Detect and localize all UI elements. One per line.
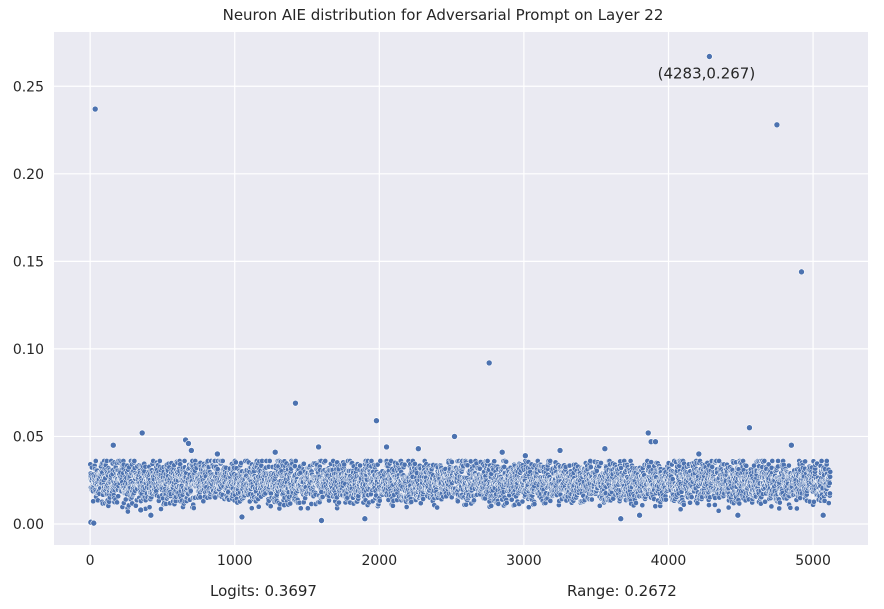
scatter-point xyxy=(769,458,776,464)
scatter-point xyxy=(377,458,384,464)
y-gridlines xyxy=(54,85,868,525)
scatter-point xyxy=(776,505,783,512)
scatter-point xyxy=(775,458,781,464)
scatter-point xyxy=(598,460,604,466)
scatter-point xyxy=(593,468,600,474)
scatter-point xyxy=(491,458,498,465)
scatter-point xyxy=(663,496,669,503)
scatter-point xyxy=(219,458,226,464)
scatter-point xyxy=(531,501,538,507)
scatter-point xyxy=(131,458,138,464)
scatter-point xyxy=(680,501,687,508)
scatter-point xyxy=(588,496,595,503)
scatter-point xyxy=(794,505,800,512)
scatter-point xyxy=(132,502,139,509)
scatter-point xyxy=(92,458,99,464)
scatter-point xyxy=(122,496,129,503)
scatter-point xyxy=(547,498,554,504)
scatter-point xyxy=(519,498,526,505)
scatter-point xyxy=(434,504,440,511)
scatter-point xyxy=(266,458,273,464)
scatter-point xyxy=(357,462,363,469)
scatter-point xyxy=(390,502,396,509)
scatter-point xyxy=(688,494,695,500)
scatter-point xyxy=(322,458,329,464)
scatter-point xyxy=(190,505,197,511)
scatter-point xyxy=(787,504,794,511)
scatter-point xyxy=(255,503,262,510)
scatter-point xyxy=(715,507,722,514)
scatter-point xyxy=(761,458,768,464)
scatter-point xyxy=(776,499,783,506)
scatter-point xyxy=(302,495,308,501)
scatter-point xyxy=(687,499,693,506)
scatter-point xyxy=(488,503,495,509)
scatter-point xyxy=(587,464,594,470)
scatter-point xyxy=(508,496,515,503)
scatter-point xyxy=(802,458,808,465)
chart-title: Neuron AIE distribution for Adversarial … xyxy=(223,6,664,24)
scatter-point xyxy=(376,497,383,504)
scatter-point xyxy=(471,497,477,504)
scatter-point xyxy=(90,498,97,505)
scatter-point xyxy=(248,505,255,512)
scatter-point xyxy=(336,499,342,506)
scatter-point xyxy=(503,500,510,506)
scatter-point xyxy=(115,493,122,500)
scatter-point xyxy=(125,508,131,515)
scatter-point xyxy=(677,506,684,513)
scatter-point xyxy=(736,500,743,507)
scatter-point xyxy=(449,459,455,465)
scatter-point xyxy=(712,502,718,508)
scatter-bulk-points xyxy=(87,458,834,515)
scatter-point xyxy=(156,458,163,464)
scatter-point xyxy=(403,504,410,510)
scatter-point xyxy=(454,498,461,505)
scatter-point xyxy=(292,458,299,464)
scatter-point xyxy=(495,501,502,507)
scatter-point xyxy=(233,459,239,466)
scatter-point xyxy=(305,505,311,512)
scatter-point xyxy=(187,488,194,494)
scatter-point xyxy=(786,462,792,469)
scatter-point xyxy=(267,503,274,510)
scatter-point xyxy=(706,502,712,508)
scatter-point xyxy=(297,505,304,512)
scatter-point xyxy=(652,503,659,510)
scatter-point xyxy=(146,504,153,511)
scatter-point xyxy=(158,506,164,512)
scatter-point xyxy=(181,458,188,464)
scatter-point xyxy=(114,499,120,506)
scatter-point xyxy=(768,503,775,510)
scatter-point xyxy=(633,500,639,506)
scatter-point xyxy=(547,458,554,464)
scatter-point xyxy=(300,460,307,467)
scatter-point xyxy=(503,458,509,465)
scatter-point xyxy=(287,500,294,507)
scatter-point xyxy=(743,463,750,469)
scatter-point xyxy=(725,504,732,511)
scatter-point xyxy=(709,464,715,470)
scatter-point xyxy=(639,502,646,509)
